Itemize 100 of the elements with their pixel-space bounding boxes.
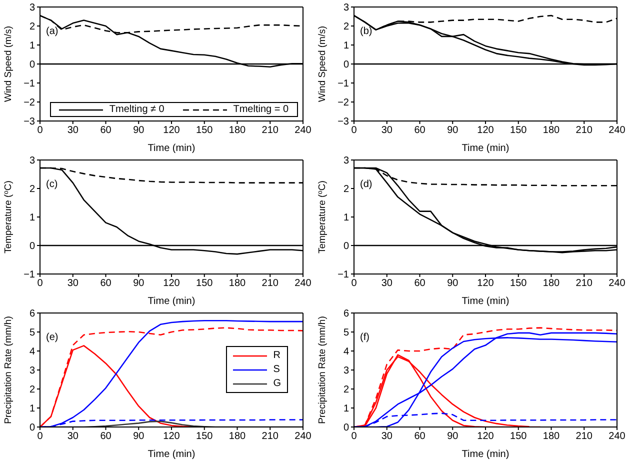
y-tick-label: 4: [343, 346, 350, 358]
y-tick-label: 5: [343, 328, 350, 339]
y-tick-label: 2: [29, 184, 36, 196]
y-tick-label: −3: [24, 116, 36, 128]
legend-label: R: [273, 350, 280, 361]
y-tick-label: −1: [24, 78, 36, 90]
annotation: (f): [360, 332, 370, 343]
x-tick-label: 180: [228, 278, 246, 290]
legend-label: S: [273, 364, 280, 375]
x-tick-label: 240: [608, 431, 626, 442]
x-tick-label: 120: [163, 278, 180, 290]
x-axis-title: Time (min): [462, 143, 510, 154]
annotation: (e): [46, 332, 58, 343]
legend-label: G: [273, 378, 281, 389]
x-tick-label: 0: [37, 431, 44, 442]
x-tick-label: 30: [381, 278, 393, 290]
y-tick-label: 3: [29, 156, 36, 167]
x-tick-label: 90: [447, 125, 459, 136]
x-tick-label: 210: [576, 125, 593, 136]
y-tick-label: 0: [343, 422, 350, 434]
y-tick-label: 2: [343, 22, 350, 33]
y-tick-label: 6: [343, 308, 350, 320]
x-tick-label: 240: [608, 278, 626, 290]
x-tick-label: 30: [67, 278, 79, 290]
x-tick-label: 150: [196, 125, 214, 136]
x-tick-label: 0: [351, 278, 358, 290]
y-tick-label: 0: [343, 241, 350, 252]
x-axis-title: Time (min): [148, 143, 196, 154]
x-tick-label: 240: [294, 125, 312, 136]
x-tick-label: 90: [447, 431, 459, 442]
x-tick-label: 210: [262, 431, 279, 442]
x-tick-label: 240: [608, 125, 626, 136]
y-axis-title: Wind Speed (m/s): [317, 26, 328, 102]
legend-label: Tmelting ≠ 0: [109, 104, 164, 115]
x-tick-label: 0: [351, 125, 358, 136]
y-axis-title: Precipitation Rate (mm/h): [317, 316, 328, 424]
y-tick-label: −1: [24, 270, 36, 281]
y-tick-label: 2: [343, 384, 350, 396]
x-tick-label: 120: [477, 125, 494, 136]
x-tick-label: 150: [510, 278, 528, 290]
x-tick-label: 30: [67, 125, 79, 136]
x-tick-label: 90: [133, 125, 145, 136]
x-tick-label: 210: [262, 125, 279, 136]
x-tick-label: 120: [477, 278, 494, 290]
x-tick-label: 0: [351, 431, 358, 442]
x-tick-label: 150: [510, 431, 528, 442]
y-tick-label: 0: [29, 422, 36, 434]
y-tick-label: 2: [343, 184, 350, 196]
x-tick-label: 240: [294, 278, 312, 290]
x-tick-label: 120: [163, 431, 180, 442]
x-tick-label: 180: [228, 431, 246, 442]
x-tick-label: 240: [294, 431, 312, 442]
y-tick-label: 1: [343, 404, 350, 415]
y-tick-label: 2: [29, 22, 36, 33]
x-tick-label: 60: [414, 125, 426, 136]
x-tick-label: 30: [67, 431, 79, 442]
x-tick-label: 90: [133, 431, 145, 442]
x-tick-label: 210: [576, 431, 593, 442]
x-tick-label: 150: [196, 278, 214, 290]
x-tick-label: 90: [447, 278, 459, 290]
x-tick-label: 180: [542, 278, 560, 290]
x-tick-label: 210: [576, 278, 593, 290]
annotation: (c): [46, 179, 58, 190]
x-tick-label: 60: [100, 278, 112, 290]
x-tick-label: 60: [100, 125, 112, 136]
x-tick-label: 60: [414, 278, 426, 290]
y-tick-label: 5: [29, 328, 36, 339]
y-tick-label: 4: [29, 346, 36, 358]
y-tick-label: 0: [343, 60, 350, 71]
x-tick-label: 0: [37, 278, 44, 290]
y-tick-label: 3: [29, 2, 36, 14]
x-axis-title: Time (min): [148, 449, 196, 460]
x-tick-label: 0: [37, 125, 44, 136]
y-tick-label: 3: [29, 366, 36, 377]
y-tick-label: 6: [29, 308, 36, 320]
x-axis-title: Time (min): [462, 296, 510, 307]
y-tick-label: 3: [343, 2, 350, 14]
x-tick-label: 180: [542, 125, 560, 136]
x-tick-label: 60: [100, 431, 112, 442]
y-tick-label: 0: [29, 60, 36, 71]
x-tick-label: 120: [163, 125, 180, 136]
y-tick-label: 1: [29, 40, 36, 52]
x-tick-label: 120: [477, 431, 494, 442]
y-tick-label: 1: [29, 404, 36, 415]
y-tick-label: −2: [338, 98, 350, 109]
x-tick-label: 180: [228, 125, 246, 136]
annotation: (d): [360, 179, 372, 190]
y-tick-label: 0: [29, 241, 36, 252]
x-tick-label: 60: [414, 431, 426, 442]
y-tick-label: 1: [29, 212, 36, 224]
annotation: (a): [46, 26, 58, 37]
x-tick-label: 150: [510, 125, 528, 136]
x-tick-label: 210: [262, 278, 279, 290]
x-tick-label: 150: [196, 431, 214, 442]
legend-label: Tmelting = 0: [233, 104, 289, 115]
y-tick-label: 1: [343, 40, 350, 52]
x-axis-title: Time (min): [462, 449, 510, 460]
y-tick-label: 3: [343, 366, 350, 377]
y-tick-label: −1: [338, 270, 350, 281]
y-axis-title: Precipitation Rate (mm/h): [3, 316, 14, 424]
